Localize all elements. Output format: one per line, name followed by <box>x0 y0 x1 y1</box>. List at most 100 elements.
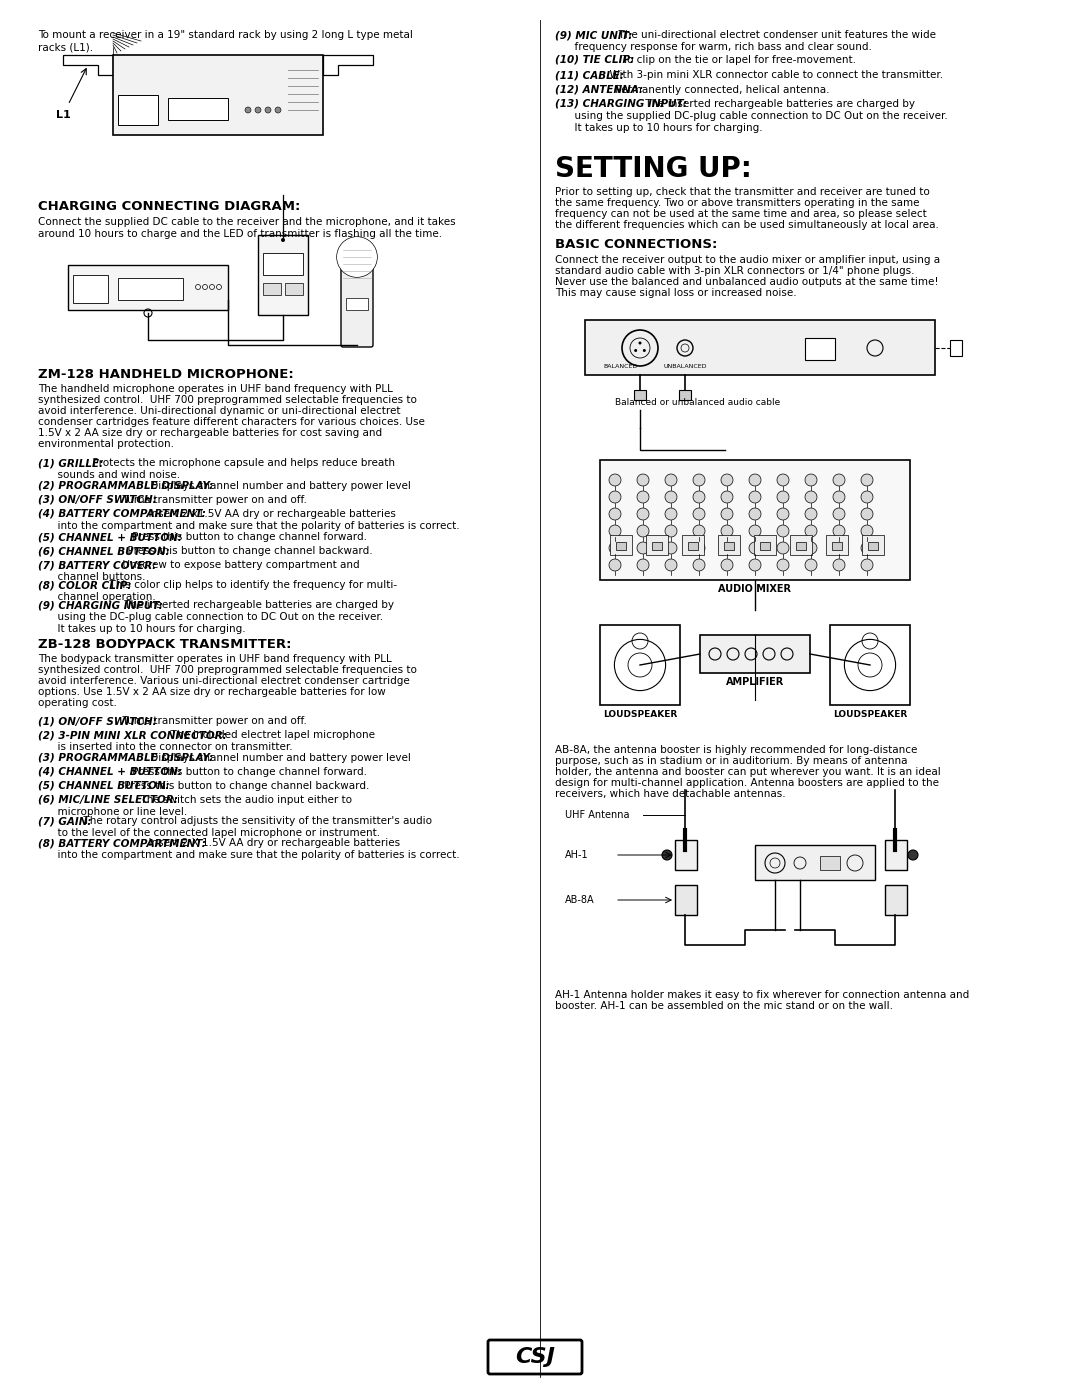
Text: the same frequency. Two or above transmitters operating in the same: the same frequency. Two or above transmi… <box>555 198 919 208</box>
Text: Permanently connected, helical antenna.: Permanently connected, helical antenna. <box>611 85 829 95</box>
FancyBboxPatch shape <box>258 235 308 314</box>
Circle shape <box>637 474 649 486</box>
Circle shape <box>777 525 789 536</box>
Text: sounds and wind noise.: sounds and wind noise. <box>38 469 180 481</box>
Text: Press this button to change channel backward.: Press this button to change channel back… <box>121 781 369 791</box>
Text: (9) CHARGING INPUT:: (9) CHARGING INPUT: <box>38 599 163 610</box>
Circle shape <box>634 349 637 352</box>
FancyBboxPatch shape <box>285 284 303 295</box>
Circle shape <box>777 490 789 503</box>
Text: (3) PROGRAMMABLE DISPLAY:: (3) PROGRAMMABLE DISPLAY: <box>38 753 213 763</box>
Text: into the compartment and make sure that the polarity of batteries is correct.: into the compartment and make sure that … <box>38 849 460 861</box>
Circle shape <box>609 474 621 486</box>
FancyBboxPatch shape <box>885 886 907 915</box>
Text: AH-1 Antenna holder makes it easy to fix wherever for connection antenna and: AH-1 Antenna holder makes it easy to fix… <box>555 990 969 1000</box>
Text: Unscrew to expose battery compartment and: Unscrew to expose battery compartment an… <box>117 560 360 570</box>
FancyBboxPatch shape <box>760 542 770 550</box>
FancyBboxPatch shape <box>610 535 632 555</box>
FancyBboxPatch shape <box>118 278 183 300</box>
Text: The bodypack transmitter operates in UHF band frequency with PLL: The bodypack transmitter operates in UHF… <box>38 654 392 664</box>
FancyBboxPatch shape <box>585 320 935 374</box>
Text: frequency can not be used at the same time and area, so please select: frequency can not be used at the same ti… <box>555 210 927 219</box>
FancyBboxPatch shape <box>675 840 697 870</box>
Circle shape <box>721 509 733 520</box>
Circle shape <box>805 490 816 503</box>
Circle shape <box>805 559 816 571</box>
Text: (7) BATTERY COVER:: (7) BATTERY COVER: <box>38 560 157 570</box>
Text: purpose, such as in stadium or in auditorium. By means of antenna: purpose, such as in stadium or in audito… <box>555 756 907 766</box>
FancyBboxPatch shape <box>113 54 323 136</box>
Circle shape <box>665 474 677 486</box>
Text: UHF Antenna: UHF Antenna <box>565 810 630 820</box>
Text: 1.5V x 2 AA size dry or rechargeable batteries for cost saving and: 1.5V x 2 AA size dry or rechargeable bat… <box>38 427 382 439</box>
Text: The uni-directional electret condenser unit features the wide: The uni-directional electret condenser u… <box>611 29 935 41</box>
Circle shape <box>861 542 873 555</box>
FancyBboxPatch shape <box>346 298 368 310</box>
Text: Protects the microphone capsule and helps reduce breath: Protects the microphone capsule and help… <box>85 458 395 468</box>
Text: Press this button to change channel forward.: Press this button to change channel forw… <box>130 532 367 542</box>
Circle shape <box>609 559 621 571</box>
Circle shape <box>750 559 761 571</box>
FancyBboxPatch shape <box>600 460 910 580</box>
Text: To mount a receiver in a 19" standard rack by using 2 long L type metal: To mount a receiver in a 19" standard ra… <box>38 29 413 41</box>
Circle shape <box>255 108 261 113</box>
Text: (1) GRILLE:: (1) GRILLE: <box>38 458 104 468</box>
FancyBboxPatch shape <box>73 275 108 303</box>
Text: (5) CHANNEL BUTTON:: (5) CHANNEL BUTTON: <box>38 781 170 791</box>
Circle shape <box>275 108 281 113</box>
Circle shape <box>665 490 677 503</box>
Text: channel operation.: channel operation. <box>38 592 156 602</box>
Text: The switch sets the audio input either to: The switch sets the audio input either t… <box>134 795 352 805</box>
Circle shape <box>693 474 705 486</box>
Text: operating cost.: operating cost. <box>38 698 117 708</box>
Circle shape <box>833 559 845 571</box>
Text: LOUDSPEAKER: LOUDSPEAKER <box>833 710 907 719</box>
FancyBboxPatch shape <box>616 542 626 550</box>
Text: It takes up to 10 hours for charging.: It takes up to 10 hours for charging. <box>38 624 245 634</box>
Text: (4) CHANNEL + BUTTON:: (4) CHANNEL + BUTTON: <box>38 767 183 777</box>
Text: (3) ON/OFF SWITCH:: (3) ON/OFF SWITCH: <box>38 495 157 504</box>
Circle shape <box>833 525 845 536</box>
Text: (8) BATTERY COMPARTMENT:: (8) BATTERY COMPARTMENT: <box>38 838 206 848</box>
Text: With 3-pin mini XLR connector cable to connect the transmitter.: With 3-pin mini XLR connector cable to c… <box>603 70 943 80</box>
Circle shape <box>693 525 705 536</box>
Circle shape <box>637 490 649 503</box>
Circle shape <box>861 490 873 503</box>
FancyBboxPatch shape <box>724 542 734 550</box>
Text: (7) GAIN:: (7) GAIN: <box>38 816 92 826</box>
FancyBboxPatch shape <box>862 535 885 555</box>
Circle shape <box>861 559 873 571</box>
Text: Prior to setting up, check that the transmitter and receiver are tuned to: Prior to setting up, check that the tran… <box>555 187 930 197</box>
Text: Never use the balanced and unbalanced audio outputs at the same time!: Never use the balanced and unbalanced au… <box>555 277 939 286</box>
Text: (8) COLOR CLIP:: (8) COLOR CLIP: <box>38 580 132 590</box>
Text: Balanced or unbalanced audio cable: Balanced or unbalanced audio cable <box>615 398 780 407</box>
Circle shape <box>805 474 816 486</box>
Circle shape <box>805 525 816 536</box>
Text: Press this button to change channel forward.: Press this button to change channel forw… <box>130 767 367 777</box>
Text: The rotary control adjusts the sensitivity of the transmitter's audio: The rotary control adjusts the sensitivi… <box>77 816 432 826</box>
FancyBboxPatch shape <box>805 338 835 360</box>
Text: ZM-128 HANDHELD MICROPHONE:: ZM-128 HANDHELD MICROPHONE: <box>38 367 294 381</box>
Circle shape <box>637 559 649 571</box>
Text: (5) CHANNEL + BUTTON:: (5) CHANNEL + BUTTON: <box>38 532 183 542</box>
FancyBboxPatch shape <box>700 636 810 673</box>
FancyBboxPatch shape <box>600 624 680 705</box>
Circle shape <box>693 509 705 520</box>
FancyBboxPatch shape <box>950 339 962 356</box>
Circle shape <box>750 542 761 555</box>
Circle shape <box>337 237 377 277</box>
Text: design for multi-channel application. Antenna boosters are applied to the: design for multi-channel application. An… <box>555 778 939 788</box>
Circle shape <box>721 490 733 503</box>
Text: CSJ: CSJ <box>515 1347 555 1368</box>
Text: (4) BATTERY COMPARTMENT:: (4) BATTERY COMPARTMENT: <box>38 509 206 520</box>
Text: This color clip helps to identify the frequency for multi-: This color clip helps to identify the fr… <box>104 580 397 590</box>
Text: into the compartment and make sure that the polarity of batteries is correct.: into the compartment and make sure that … <box>38 521 460 531</box>
FancyBboxPatch shape <box>681 535 704 555</box>
Text: To clip on the tie or lapel for free-movement.: To clip on the tie or lapel for free-mov… <box>616 54 855 66</box>
Text: synthesized control.  UHF 700 preprogrammed selectable frequencies to: synthesized control. UHF 700 preprogramm… <box>38 395 417 405</box>
Text: The included electret lapel microphone: The included electret lapel microphone <box>164 731 375 740</box>
Circle shape <box>777 509 789 520</box>
Text: UNBALANCED: UNBALANCED <box>663 365 706 369</box>
Text: SETTING UP:: SETTING UP: <box>555 155 752 183</box>
Text: L1: L1 <box>56 110 71 120</box>
